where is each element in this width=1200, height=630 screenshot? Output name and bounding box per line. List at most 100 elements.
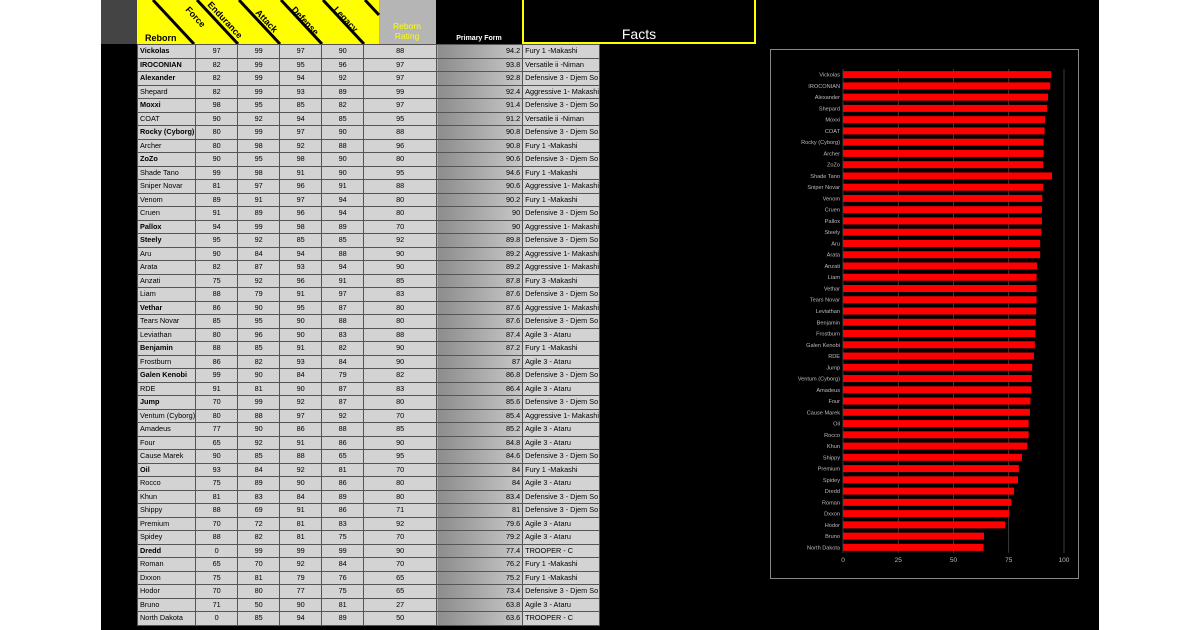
cell-name[interactable]: Dredd [136,543,197,558]
cell-name[interactable]: Vethar [136,300,197,315]
cell-endurance[interactable]: 99 [237,219,281,234]
cell-legacy[interactable]: 83 [363,287,438,302]
cell-legacy[interactable]: 96 [363,138,438,153]
cell-primary-form[interactable]: Agile 3 - Ataru [522,354,600,369]
cell-attack[interactable]: 92 [279,138,323,153]
cell-force[interactable]: 90 [195,449,239,464]
cell-force[interactable]: 88 [195,503,239,518]
cell-defense[interactable]: 84 [321,354,365,369]
cell-name[interactable]: RDE [136,381,197,396]
cell-force[interactable]: 91 [195,206,239,221]
cell-rating[interactable]: 90 [436,219,524,234]
cell-primary-form[interactable]: Fury 1 -Makashi [522,44,600,59]
cell-defense[interactable]: 81 [321,462,365,477]
cell-rating[interactable]: 84 [436,462,524,477]
cell-endurance[interactable]: 72 [237,516,281,531]
cell-name[interactable]: Ventum (Cyborg) [136,408,197,423]
cell-name[interactable]: Shade Tano [136,165,197,180]
cell-rating[interactable]: 75.2 [436,570,524,585]
cell-primary-form[interactable]: Agile 3 - Ataru [522,435,600,450]
cell-force[interactable]: 85 [195,314,239,329]
cell-defense[interactable]: 94 [321,206,365,221]
cell-attack[interactable]: 91 [279,503,323,518]
cell-name[interactable]: Aru [136,246,197,261]
cell-primary-form[interactable]: Fury 1 -Makashi [522,138,600,153]
cell-legacy[interactable]: 80 [363,395,438,410]
cell-force[interactable]: 91 [195,381,239,396]
cell-legacy[interactable]: 95 [363,449,438,464]
cell-legacy[interactable]: 92 [363,516,438,531]
cell-name[interactable]: Benjamin [136,341,197,356]
cell-defense[interactable]: 75 [321,530,365,545]
cell-defense[interactable]: 91 [321,179,365,194]
cell-rating[interactable]: 86.8 [436,368,524,383]
cell-rating[interactable]: 86.4 [436,381,524,396]
cell-legacy[interactable]: 70 [363,219,438,234]
cell-primary-form[interactable]: Aggressive 1- Makashi [522,219,600,234]
cell-name[interactable]: Spidey [136,530,197,545]
cell-legacy[interactable]: 27 [363,597,438,612]
cell-name[interactable]: Rocky (Cyborg) [136,125,197,140]
cell-attack[interactable]: 93 [279,260,323,275]
cell-name[interactable]: Cruen [136,206,197,221]
cell-attack[interactable]: 91 [279,165,323,180]
cell-primary-form[interactable]: Agile 3 - Ataru [522,530,600,545]
cell-attack[interactable]: 91 [279,287,323,302]
cell-defense[interactable]: 87 [321,381,365,396]
cell-primary-form[interactable]: Defensive 3 - Djem So [522,489,600,504]
cell-legacy[interactable]: 80 [363,489,438,504]
cell-legacy[interactable]: 50 [363,611,438,626]
cell-attack[interactable]: 92 [279,395,323,410]
cell-defense[interactable]: 83 [321,327,365,342]
cell-attack[interactable]: 86 [279,422,323,437]
cell-name[interactable]: Sniper Novar [136,179,197,194]
cell-name[interactable]: Shippy [136,503,197,518]
cell-rating[interactable]: 73.4 [436,584,524,599]
cell-endurance[interactable]: 99 [237,543,281,558]
cell-force[interactable]: 70 [195,584,239,599]
cell-endurance[interactable]: 95 [237,314,281,329]
cell-primary-form[interactable]: Aggressive 1- Makashi [522,260,600,275]
cell-name[interactable]: Shepard [136,84,197,99]
cell-legacy[interactable]: 95 [363,165,438,180]
cell-force[interactable]: 99 [195,165,239,180]
cell-primary-form[interactable]: Defensive 3 - Djem So [522,314,600,329]
cell-defense[interactable]: 96 [321,57,365,72]
cell-legacy[interactable]: 80 [363,300,438,315]
cell-primary-form[interactable]: Defensive 3 - Djem So [522,395,600,410]
cell-primary-form[interactable]: Fury 1 -Makashi [522,557,600,572]
cell-rating[interactable]: 84.6 [436,449,524,464]
cell-primary-form[interactable]: Agile 3 - Ataru [522,476,600,491]
cell-attack[interactable]: 94 [279,111,323,126]
cell-rating[interactable]: 83.4 [436,489,524,504]
cell-defense[interactable]: 88 [321,246,365,261]
cell-force[interactable]: 81 [195,179,239,194]
cell-primary-form[interactable]: Fury 1 -Makashi [522,192,600,207]
cell-force[interactable]: 97 [195,44,239,59]
cell-legacy[interactable]: 95 [363,111,438,126]
cell-defense[interactable]: 88 [321,422,365,437]
cell-rating[interactable]: 81 [436,503,524,518]
cell-rating[interactable]: 87.4 [436,327,524,342]
cell-legacy[interactable]: 88 [363,125,438,140]
cell-endurance[interactable]: 82 [237,530,281,545]
cell-legacy[interactable]: 70 [363,462,438,477]
cell-endurance[interactable]: 92 [237,273,281,288]
cell-defense[interactable]: 89 [321,611,365,626]
cell-primary-form[interactable]: Aggressive 1- Makashi [522,408,600,423]
cell-endurance[interactable]: 81 [237,381,281,396]
cell-rating[interactable]: 87.2 [436,341,524,356]
cell-endurance[interactable]: 92 [237,233,281,248]
cell-attack[interactable]: 99 [279,543,323,558]
cell-force[interactable]: 90 [195,152,239,167]
cell-endurance[interactable]: 95 [237,152,281,167]
cell-endurance[interactable]: 99 [237,125,281,140]
cell-legacy[interactable]: 83 [363,381,438,396]
cell-name[interactable]: Khun [136,489,197,504]
cell-rating[interactable]: 87.6 [436,287,524,302]
cell-defense[interactable]: 92 [321,71,365,86]
cell-rating[interactable]: 63.6 [436,611,524,626]
cell-primary-form[interactable]: TROOPER - C [522,543,600,558]
cell-force[interactable]: 70 [195,395,239,410]
cell-defense[interactable]: 97 [321,287,365,302]
